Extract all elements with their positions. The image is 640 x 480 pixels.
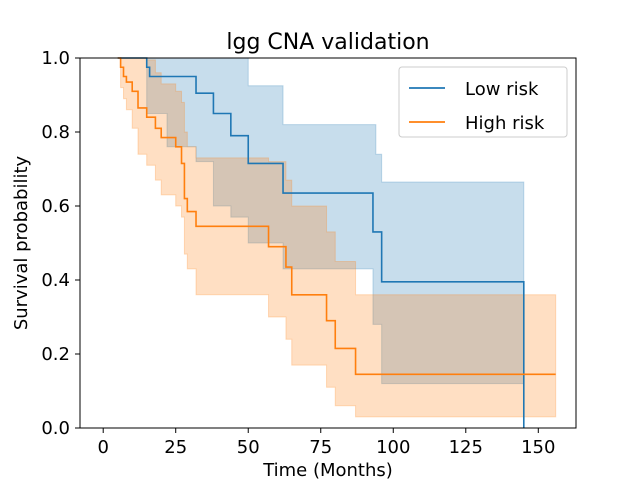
legend: Low risk High risk — [398, 66, 568, 138]
x-tick-label: 50 — [237, 437, 260, 458]
x-tick-label: 75 — [309, 437, 332, 458]
y-tick-label: 0.0 — [41, 418, 70, 439]
x-tick-label: 100 — [376, 437, 410, 458]
high-risk-survival-curve — [117, 57, 556, 376]
x-tick-label: 25 — [164, 437, 187, 458]
y-tick-label: 0.2 — [41, 344, 70, 365]
survival-curves — [117, 57, 556, 428]
y-axis-label: Survival probability — [11, 155, 32, 330]
y-axis-ticks: 0.0 0.2 0.4 0.6 0.8 1.0 — [41, 48, 80, 439]
x-axis-ticks: 0 25 50 75 100 125 150 — [97, 428, 555, 458]
low-risk-legend-label: Low risk — [465, 79, 539, 100]
x-axis-label: Time (Months) — [262, 460, 393, 480]
high-risk-confidence-band — [117, 57, 557, 418]
chart-title: lgg CNA validation — [226, 30, 429, 55]
legend-box — [398, 66, 568, 138]
x-tick-label: 125 — [449, 437, 483, 458]
x-tick-label: 0 — [97, 437, 108, 458]
y-tick-label: 0.4 — [41, 270, 70, 291]
high-risk-legend-label: High risk — [465, 113, 545, 134]
y-tick-label: 0.6 — [41, 196, 70, 217]
y-tick-label: 0.8 — [41, 122, 70, 143]
plot-frame — [79, 57, 577, 429]
x-tick-label: 150 — [521, 437, 555, 458]
y-tick-label: 1.0 — [41, 48, 70, 69]
low-risk-survival-curve — [117, 57, 525, 428]
